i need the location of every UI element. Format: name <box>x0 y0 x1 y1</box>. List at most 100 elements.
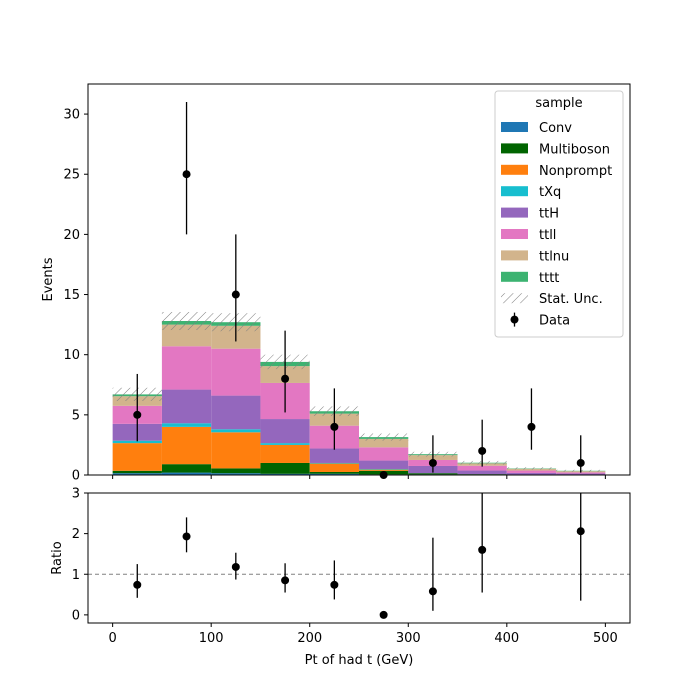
bar-conv-bin-4 <box>309 473 359 475</box>
ratio-point-7 <box>478 545 487 554</box>
legend-swatch-tttt <box>501 271 528 282</box>
bar-ttll-bin-2 <box>211 348 261 396</box>
bar-ttll-bin-5 <box>359 447 409 461</box>
bar-conv-bin-0 <box>112 473 162 475</box>
bar-tth-bin-9 <box>556 473 606 475</box>
ratio-ytick-label-2: 2 <box>72 527 80 542</box>
legend: sample Conv Multiboson Nonprompt tXq ttH ttll t… <box>494 90 624 338</box>
bar-nonprompt-bin-4 <box>309 463 359 472</box>
bar-nonprompt-bin-0 <box>112 443 162 471</box>
bar-conv-bin-3 <box>260 473 310 475</box>
ratio-point-4 <box>330 580 339 589</box>
legend-label-tttt: tttt <box>539 271 559 286</box>
bar-txq-bin-0 <box>112 440 162 444</box>
legend-swatch-ttll <box>501 229 528 239</box>
legend-swatch-conv <box>501 122 528 132</box>
bar-ttll-bin-1 <box>161 346 212 390</box>
bar-tth-bin-8 <box>506 472 557 475</box>
bar-conv-bin-1 <box>161 472 212 475</box>
legend-label-ttll: ttll <box>539 228 556 243</box>
data-point-8 <box>527 422 536 431</box>
ratio-y-axis-label: Ratio <box>50 541 65 574</box>
xtick-label-200: 200 <box>297 631 322 646</box>
bar-tth-bin-5 <box>359 460 409 469</box>
bar-txq-bin-1 <box>161 423 212 427</box>
legend-label-stat-unc: Stat. Unc. <box>539 292 603 307</box>
stat-unc-bin-8 <box>506 467 557 470</box>
bar-nonprompt-bin-3 <box>260 444 310 463</box>
xtick-label-400: 400 <box>494 631 519 646</box>
main-ytick-label-10: 10 <box>63 348 80 363</box>
xtick-label-300: 300 <box>396 631 421 646</box>
bar-ttll-bin-9 <box>556 472 606 474</box>
ratio-ytick-label-3: 3 <box>72 487 80 502</box>
bar-multiboson-bin-4 <box>309 471 359 474</box>
ratio-point-3 <box>281 576 290 585</box>
legend-swatch-tth <box>501 207 528 218</box>
main-y-axis: 0 5 10 15 20 25 30 <box>63 108 88 484</box>
ratio-point-2 <box>231 562 240 571</box>
ratio-ytick-label-1: 1 <box>72 568 80 583</box>
ratio-x-axis: 0 100 200 300 400 500 <box>108 623 618 646</box>
main-y-axis-label: Events <box>41 257 56 301</box>
data-point-4 <box>330 422 339 431</box>
legend-swatch-multiboson <box>501 143 528 154</box>
main-ytick-label-25: 25 <box>63 168 80 183</box>
data-point-3 <box>281 374 290 383</box>
legend-label-ttlnu: ttlnu <box>539 249 569 264</box>
bar-nonprompt-bin-2 <box>211 432 261 469</box>
bar-txq-bin-2 <box>211 429 261 433</box>
ratio-point-0 <box>133 580 142 589</box>
bar-tth-bin-3 <box>260 419 310 444</box>
bar-multiboson-bin-1 <box>161 464 212 473</box>
legend-swatch-nonprompt <box>501 164 528 175</box>
bar-txq-bin-3 <box>260 443 310 445</box>
legend-label-nonprompt: Nonprompt <box>539 164 612 179</box>
bar-tth-bin-4 <box>309 448 359 463</box>
legend-data-marker <box>510 315 519 324</box>
legend-label-multiboson: Multiboson <box>539 142 610 157</box>
bar-multiboson-bin-2 <box>211 468 261 474</box>
bar-tth-bin-7 <box>457 470 507 475</box>
bar-ttll-bin-7 <box>457 465 507 471</box>
main-x-ticks <box>112 475 606 479</box>
stat-unc-bin-1 <box>161 311 212 331</box>
main-ytick-label-30: 30 <box>63 108 80 123</box>
main-plot-frame <box>87 83 631 476</box>
bar-txq-bin-4 <box>309 462 359 464</box>
legend-swatch-txq <box>501 186 528 197</box>
legend-label-conv: Conv <box>539 121 572 136</box>
ratio-point-8 <box>576 527 585 536</box>
xtick-label-500: 500 <box>593 631 618 646</box>
ratio-point-5 <box>379 610 388 619</box>
data-point-0 <box>133 410 142 419</box>
bar-ttll-bin-8 <box>506 470 557 473</box>
ratio-ytick-label-0: 0 <box>72 608 80 623</box>
ratio-points <box>133 493 585 619</box>
bar-nonprompt-bin-1 <box>161 426 212 465</box>
ratio-y-axis: 0 1 2 3 <box>72 487 88 623</box>
bar-nonprompt-bin-5 <box>359 469 409 471</box>
bar-txq-bin-5 <box>359 468 409 470</box>
data-point-6 <box>428 458 437 467</box>
x-axis-label: Pt of had t (GeV) <box>305 653 414 668</box>
legend-label-tth: ttH <box>539 207 559 222</box>
ratio-plot-frame <box>87 492 631 624</box>
data-points <box>133 102 585 479</box>
legend-swatch-ttlnu <box>501 250 528 261</box>
legend-swatch-stat-unc <box>501 293 528 304</box>
bar-multiboson-bin-6 <box>408 473 458 475</box>
ratio-point-1 <box>182 532 191 541</box>
bar-multiboson-bin-3 <box>260 462 310 474</box>
bar-tth-bin-2 <box>211 395 261 430</box>
xtick-label-100: 100 <box>199 631 224 646</box>
bar-multiboson-bin-0 <box>112 470 162 474</box>
legend-label-data: Data <box>539 314 570 329</box>
bar-ttlnu-bin-1 <box>161 324 212 347</box>
legend-title: sample <box>535 96 582 111</box>
bar-multiboson-bin-7 <box>457 474 507 475</box>
stat-unc-bin-5 <box>359 433 409 441</box>
bar-tth-bin-1 <box>161 389 212 424</box>
legend-label-txq: tXq <box>539 185 561 200</box>
